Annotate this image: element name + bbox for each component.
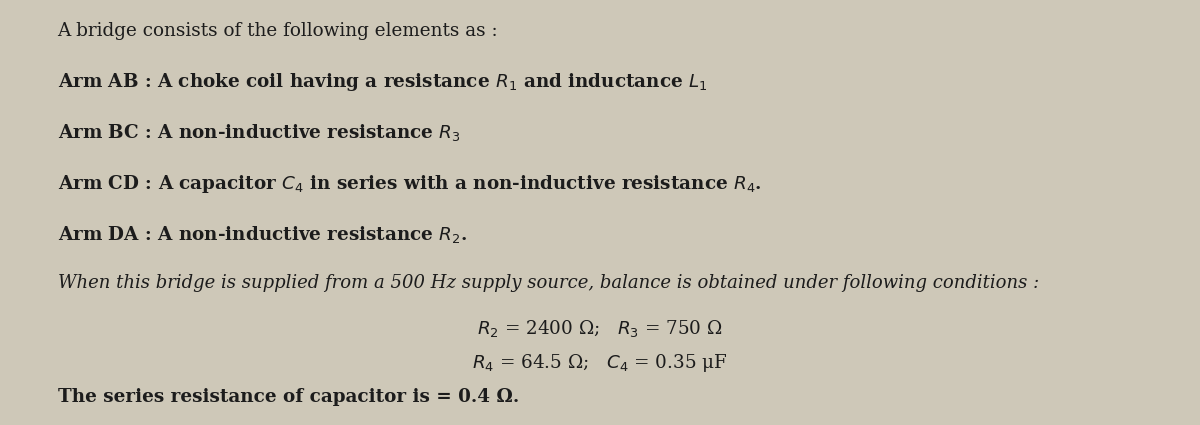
Text: When this bridge is supplied from a 500 Hz supply source, balance is obtained un: When this bridge is supplied from a 500 … <box>58 274 1039 292</box>
Text: Arm BC : A non-inductive resistance $R_3$: Arm BC : A non-inductive resistance $R_3… <box>58 122 461 143</box>
Text: Arm AB : A choke coil having a resistance $R_1$ and inductance $L_1$: Arm AB : A choke coil having a resistanc… <box>58 71 707 93</box>
Text: $R_4$ = 64.5 Ω;   $C_4$ = 0.35 μF: $R_4$ = 64.5 Ω; $C_4$ = 0.35 μF <box>473 351 727 374</box>
Text: Arm DA : A non-inductive resistance $R_2$.: Arm DA : A non-inductive resistance $R_2… <box>58 224 467 245</box>
Text: Arm CD : A capacitor $C_4$ in series with a non-inductive resistance $R_4$.: Arm CD : A capacitor $C_4$ in series wit… <box>58 173 761 195</box>
Text: The series resistance of capacitor is = 0.4 Ω.: The series resistance of capacitor is = … <box>58 388 518 405</box>
Text: $R_2$ = 2400 Ω;   $R_3$ = 750 Ω: $R_2$ = 2400 Ω; $R_3$ = 750 Ω <box>478 317 722 339</box>
Text: A bridge consists of the following elements as :: A bridge consists of the following eleme… <box>58 22 498 40</box>
